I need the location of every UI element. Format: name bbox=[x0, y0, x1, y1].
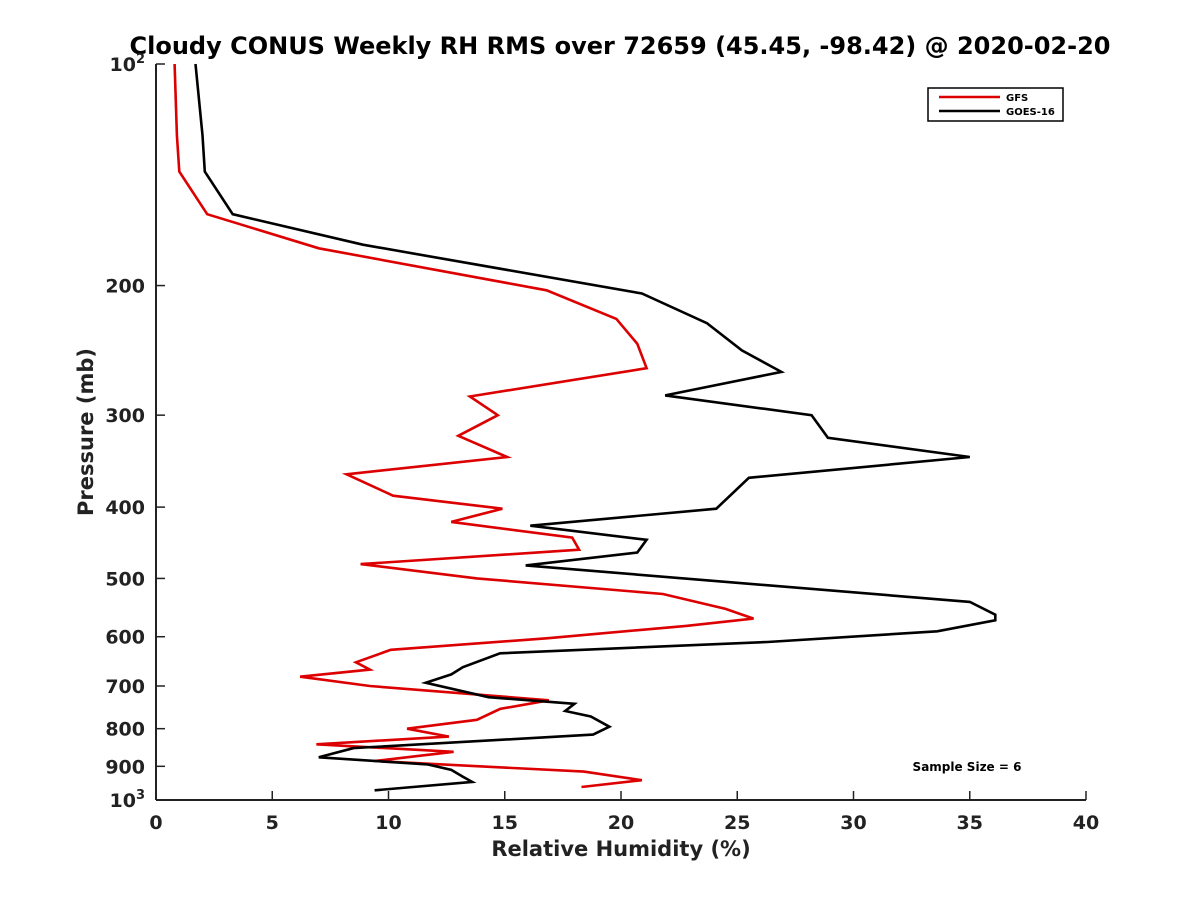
x-tick-label: 40 bbox=[1073, 812, 1099, 834]
x-tick-label: 0 bbox=[149, 812, 162, 834]
y-tick-label: 200 bbox=[105, 276, 145, 298]
series-line-goes16 bbox=[194, 63, 997, 792]
y-tick-label: 400 bbox=[105, 497, 145, 519]
legend-box bbox=[927, 87, 1064, 122]
x-tick-label: 30 bbox=[840, 812, 866, 834]
y-ticks: 102 200 300 400 500 600 700 800 900 103 bbox=[105, 52, 165, 812]
y-tick-label: 300 bbox=[105, 405, 145, 427]
y-tick-label: 900 bbox=[105, 756, 145, 778]
legend: GFS GOES-16 bbox=[927, 87, 1064, 122]
y-tick-label: 103 bbox=[110, 788, 146, 812]
chart-title: Cloudy CONUS Weekly RH RMS over 72659 (4… bbox=[130, 32, 1111, 60]
y-tick-label: 600 bbox=[105, 627, 145, 649]
x-tick-label: 5 bbox=[266, 812, 279, 834]
x-tick-label: 20 bbox=[608, 812, 634, 834]
y-tick-label: 700 bbox=[105, 676, 145, 698]
legend-label-goes16: GOES-16 bbox=[1006, 107, 1055, 118]
series-layer bbox=[173, 63, 997, 792]
x-axis-label: Relative Humidity (%) bbox=[491, 837, 750, 861]
legend-label-gfs: GFS bbox=[1006, 93, 1028, 104]
x-tick-label: 35 bbox=[957, 812, 983, 834]
x-ticks: 0 5 10 15 20 25 30 35 40 bbox=[149, 791, 1099, 834]
x-tick-label: 10 bbox=[375, 812, 401, 834]
sample-size-annotation: Sample Size = 6 bbox=[913, 760, 1022, 774]
y-axis-label: Pressure (mb) bbox=[74, 348, 98, 516]
y-tick-label: 800 bbox=[105, 719, 145, 741]
y-tick-label: 500 bbox=[105, 568, 145, 590]
x-tick-label: 25 bbox=[724, 812, 750, 834]
y-tick-label: 102 bbox=[110, 52, 146, 76]
x-tick-label: 15 bbox=[492, 812, 518, 834]
series-line-gfs bbox=[173, 63, 754, 789]
